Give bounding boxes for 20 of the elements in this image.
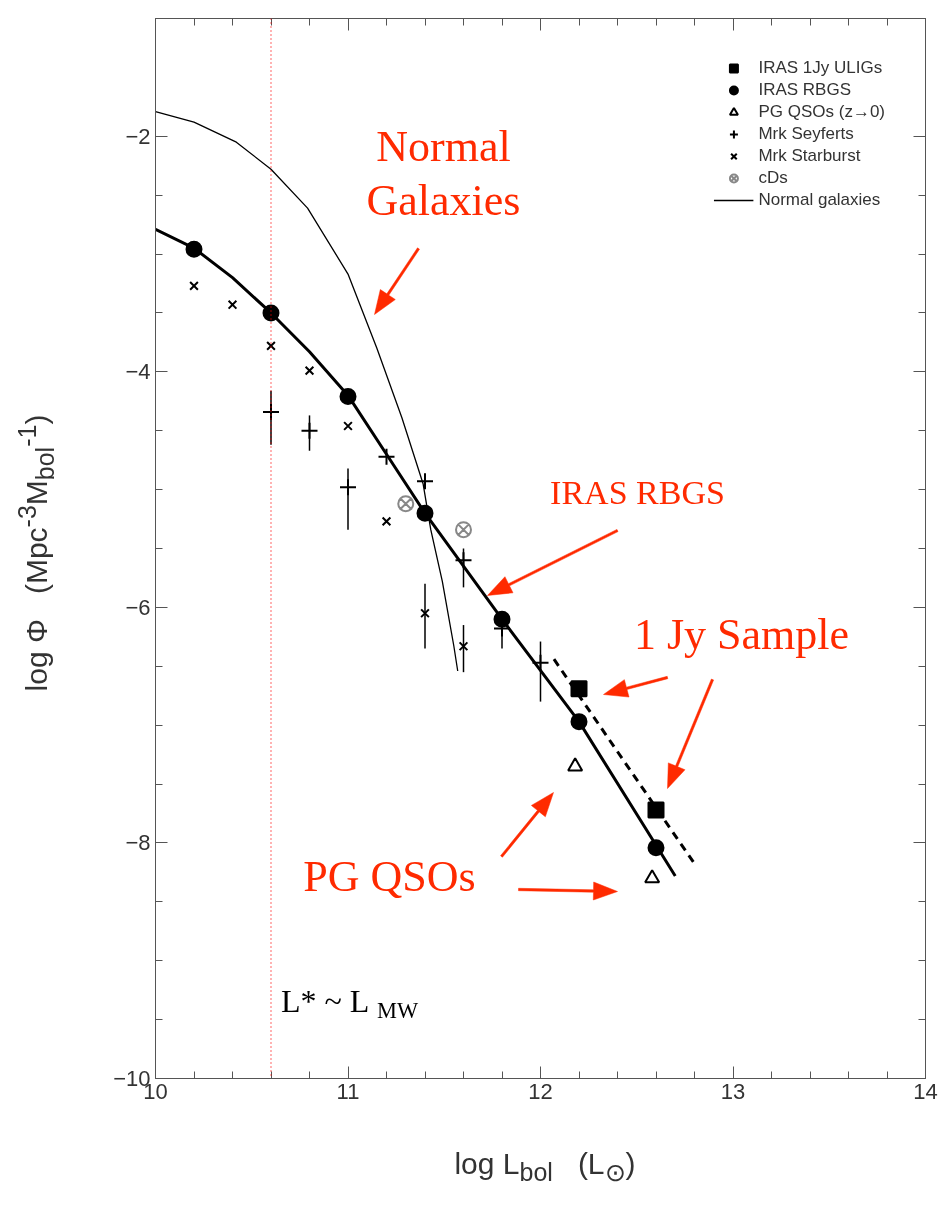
y-tick-label: −4 (125, 359, 151, 385)
y-tick-label: −2 (125, 123, 151, 149)
x-tick-label: 14 (913, 1078, 938, 1104)
legend-label: Normal galaxies (758, 190, 881, 210)
legend-label: Mrk Starburst (758, 146, 861, 166)
annotation: 1 Jy Sample (633, 610, 850, 659)
x-axis-title: log L$_{bol}$ (L$_{⊙}$) (453, 1146, 637, 1188)
legend-label: PG QSOs (z→0) (758, 102, 885, 122)
annotation: IRAS RBGS (550, 474, 725, 511)
x-tick-label: 13 (720, 1078, 746, 1104)
legend-label: IRAS RBGS (758, 80, 852, 100)
legend-label: cDs (758, 168, 788, 188)
x-tick-label: 12 (528, 1078, 553, 1104)
annotation: PG QSOs (303, 852, 476, 901)
legend-label: Mrk Seyferts (758, 124, 854, 144)
x-tick-label: 11 (336, 1078, 360, 1104)
y-tick-label: −8 (125, 830, 151, 856)
y-tick-label: −6 (125, 594, 151, 620)
annotation: Normal Galaxies (366, 122, 521, 225)
legend-label: IRAS 1Jy ULIGs (758, 58, 883, 78)
